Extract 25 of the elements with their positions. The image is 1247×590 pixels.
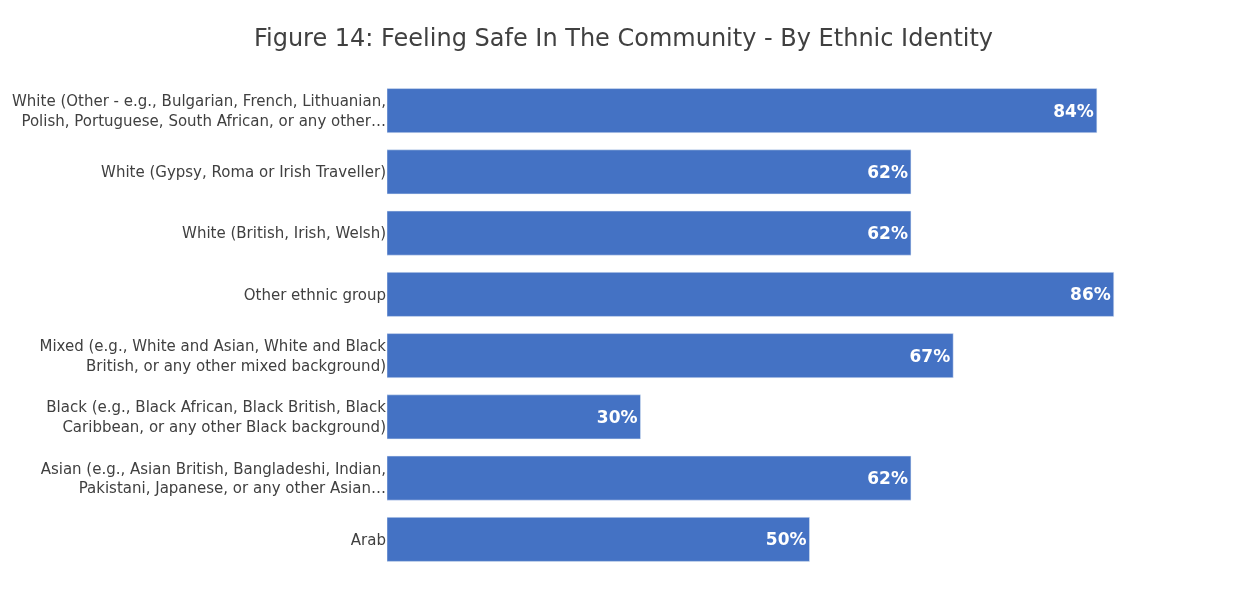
data-label: 67% bbox=[909, 345, 951, 366]
bar bbox=[387, 455, 912, 501]
data-label: 62% bbox=[867, 468, 908, 489]
data-label: 84% bbox=[1053, 100, 1094, 121]
y-tick-label: Other ethnic group bbox=[243, 285, 386, 304]
y-tick-label: White (Other - e.g., Bulgarian, French, Lithuanian, Polish, Portuguese, South African, or any other… bbox=[12, 92, 386, 130]
y-tick-label: White (British, Irish, Welsh) bbox=[182, 224, 386, 243]
chart-title: Figure 14: Feeling Safe In The Community - By Ethnic Identity bbox=[253, 24, 994, 53]
y-tick-label: White (Gypsy, Roma or Irish Traveller) bbox=[101, 163, 386, 182]
y-tick-label: Black (e.g., Black African, Black British, Black Caribbean, or any other Black background) bbox=[46, 398, 387, 436]
bar bbox=[387, 210, 912, 256]
bar bbox=[387, 88, 1098, 133]
data-label: 62% bbox=[867, 161, 908, 182]
data-label: 62% bbox=[867, 223, 908, 244]
data-label: 86% bbox=[1070, 284, 1111, 305]
bar bbox=[387, 517, 810, 562]
y-tick-label: Arab bbox=[350, 530, 386, 549]
y-tick-label: Mixed (e.g., White and Asian, White and Black British, or any other mixed background) bbox=[39, 337, 387, 375]
bar bbox=[387, 333, 954, 378]
data-label: 30% bbox=[596, 406, 638, 427]
y-tick-label: Asian (e.g., Asian British, Bangladeshi, Indian, Pakistani, Japanese, or any other Asian… bbox=[40, 459, 386, 498]
data-label: 50% bbox=[765, 529, 807, 550]
bar bbox=[387, 394, 641, 440]
bar bbox=[387, 272, 1114, 317]
bar bbox=[387, 149, 912, 195]
